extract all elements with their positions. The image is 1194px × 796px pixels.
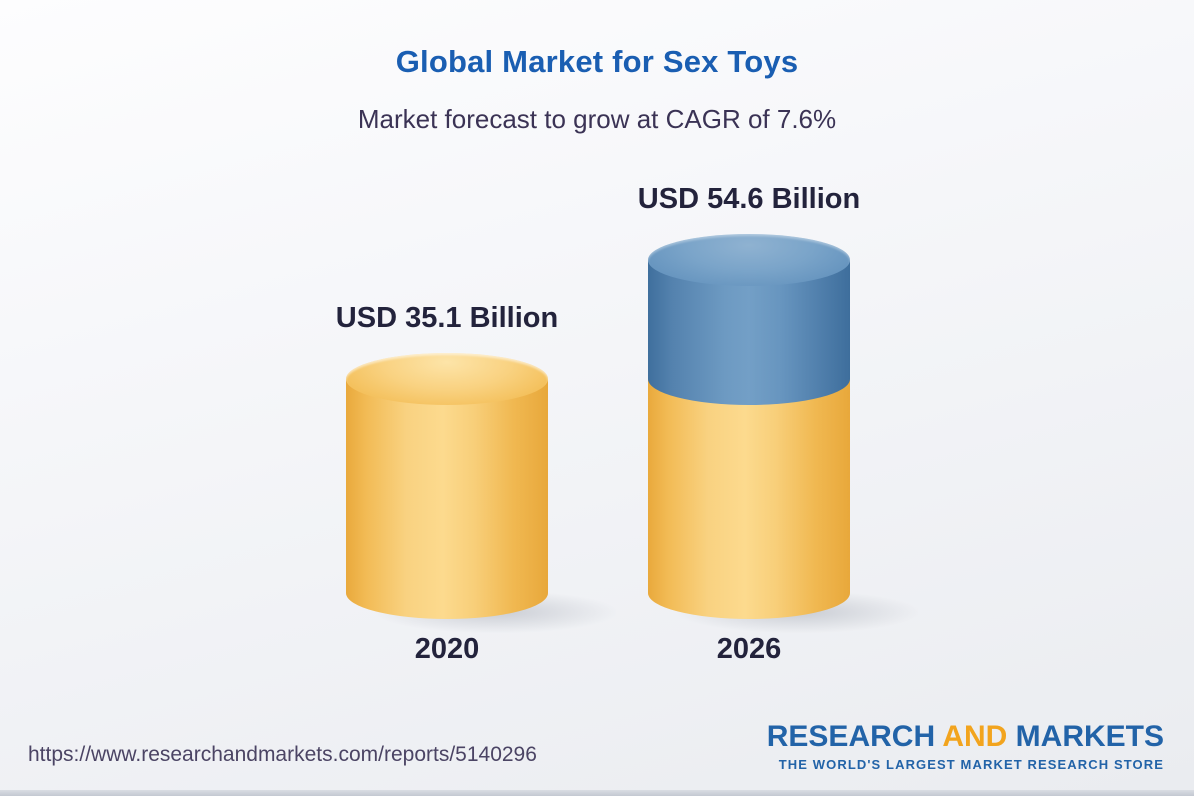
report-url: https://www.researchandmarkets.com/repor… (28, 743, 537, 766)
research-and-markets-logo: RESEARCH AND MARKETS THE WORLD'S LARGEST… (767, 722, 1164, 773)
logo-tagline: THE WORLD'S LARGEST MARKET RESEARCH STOR… (778, 757, 1164, 772)
logo-word-and: AND (942, 720, 1008, 753)
logo-wordmark: RESEARCH AND MARKETS (767, 722, 1164, 752)
bar-group-2020: USD 35.1 Billion 2020 (297, 302, 616, 666)
cylinder-2026 (648, 234, 918, 633)
bar-group-2026: USD 54.6 Billion 2026 (599, 183, 918, 666)
logo-word-research: RESEARCH (766, 720, 943, 753)
chart-subtitle: Market forecast to grow at CAGR of 7.6% (357, 104, 837, 134)
bar-2020-body (346, 379, 548, 619)
chart-title: Global Market for Sex Toys (395, 44, 799, 79)
bar-2026-base-segment (648, 379, 850, 619)
cylinder-top-cap-2026 (648, 234, 850, 286)
value-label-2020: USD 35.1 Billion (335, 302, 559, 334)
year-label-2026: 2026 (716, 633, 782, 665)
year-label-2020: 2020 (414, 633, 480, 665)
bottom-edge-strip (0, 790, 1194, 796)
value-label-2026: USD 54.6 Billion (637, 183, 861, 215)
cylinder-2020 (346, 353, 616, 633)
cylinder-top-cap-2020 (346, 353, 548, 405)
logo-word-markets: MARKETS (1007, 720, 1164, 753)
